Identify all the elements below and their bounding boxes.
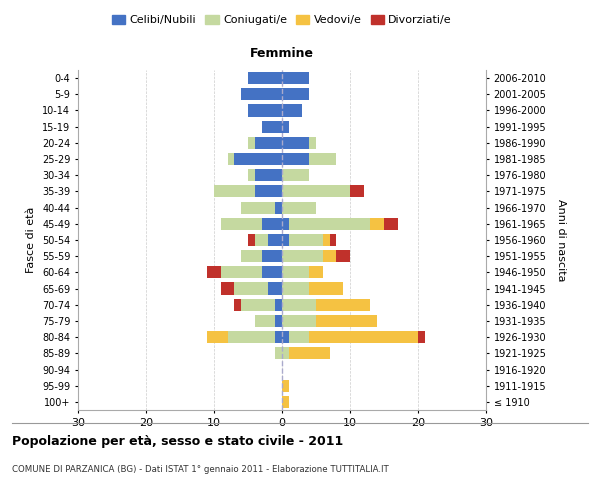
Bar (275, 331, 282, 343)
Text: Popolazione per età, sesso e stato civile - 2011: Popolazione per età, sesso e stato civil… (12, 435, 343, 448)
Bar (282, 153, 309, 165)
Text: COMUNE DI PARZANICA (BG) - Dati ISTAT 1° gennaio 2011 - Elaborazione TUTTITALIA.: COMUNE DI PARZANICA (BG) - Dati ISTAT 1°… (12, 465, 389, 474)
Bar (214, 186, 255, 198)
Bar (262, 218, 282, 230)
Bar (241, 202, 275, 213)
Bar (316, 315, 377, 327)
Bar (323, 234, 329, 246)
Legend: Celibi/Nubili, Coniugati/e, Vedovi/e, Divorziati/e: Celibi/Nubili, Coniugati/e, Vedovi/e, Di… (107, 10, 457, 30)
Bar (248, 137, 255, 149)
Bar (316, 298, 370, 311)
Bar (309, 153, 337, 165)
Bar (221, 266, 262, 278)
Bar (248, 169, 255, 181)
Bar (255, 186, 282, 198)
Bar (241, 298, 275, 311)
Bar (350, 186, 364, 198)
Bar (329, 234, 337, 246)
Bar (227, 331, 275, 343)
Bar (268, 234, 282, 246)
Bar (282, 282, 309, 294)
Bar (384, 218, 398, 230)
Bar (282, 186, 350, 198)
Bar (241, 250, 262, 262)
Bar (255, 169, 282, 181)
Bar (275, 315, 282, 327)
Bar (221, 218, 262, 230)
Bar (255, 234, 268, 246)
Bar (289, 331, 309, 343)
Bar (268, 282, 282, 294)
Bar (262, 250, 282, 262)
Bar (289, 234, 323, 246)
Bar (282, 396, 289, 408)
Bar (207, 266, 221, 278)
Bar (282, 315, 316, 327)
Bar (248, 104, 282, 117)
Y-axis label: Anni di nascita: Anni di nascita (556, 198, 566, 281)
Bar (207, 331, 227, 343)
Bar (289, 218, 370, 230)
Bar (282, 88, 309, 101)
Bar (282, 169, 309, 181)
Bar (241, 88, 282, 101)
Bar (309, 282, 343, 294)
Bar (282, 120, 289, 132)
Bar (323, 250, 337, 262)
Bar (275, 348, 282, 360)
Bar (255, 137, 282, 149)
Bar (309, 331, 418, 343)
Bar (309, 137, 316, 149)
Bar (282, 72, 309, 84)
Bar (235, 298, 241, 311)
Bar (309, 266, 323, 278)
Bar (282, 348, 289, 360)
Bar (282, 202, 316, 213)
Bar (275, 298, 282, 311)
Bar (248, 234, 255, 246)
Bar (337, 250, 350, 262)
Bar (262, 266, 282, 278)
Bar (282, 331, 289, 343)
Bar (235, 153, 282, 165)
Bar (418, 331, 425, 343)
Bar (227, 153, 235, 165)
Bar (282, 380, 289, 392)
Bar (282, 218, 289, 230)
Bar (255, 315, 275, 327)
Bar (275, 202, 282, 213)
Bar (282, 266, 309, 278)
Bar (282, 137, 309, 149)
Bar (262, 120, 282, 132)
Bar (370, 218, 384, 230)
Y-axis label: Fasce di età: Fasce di età (26, 207, 37, 273)
Bar (282, 298, 316, 311)
Bar (221, 282, 235, 294)
Bar (282, 250, 323, 262)
Bar (248, 72, 282, 84)
Bar (282, 234, 289, 246)
Bar (235, 282, 268, 294)
Bar (282, 104, 302, 117)
Text: Femmine: Femmine (250, 47, 314, 60)
Bar (289, 348, 329, 360)
